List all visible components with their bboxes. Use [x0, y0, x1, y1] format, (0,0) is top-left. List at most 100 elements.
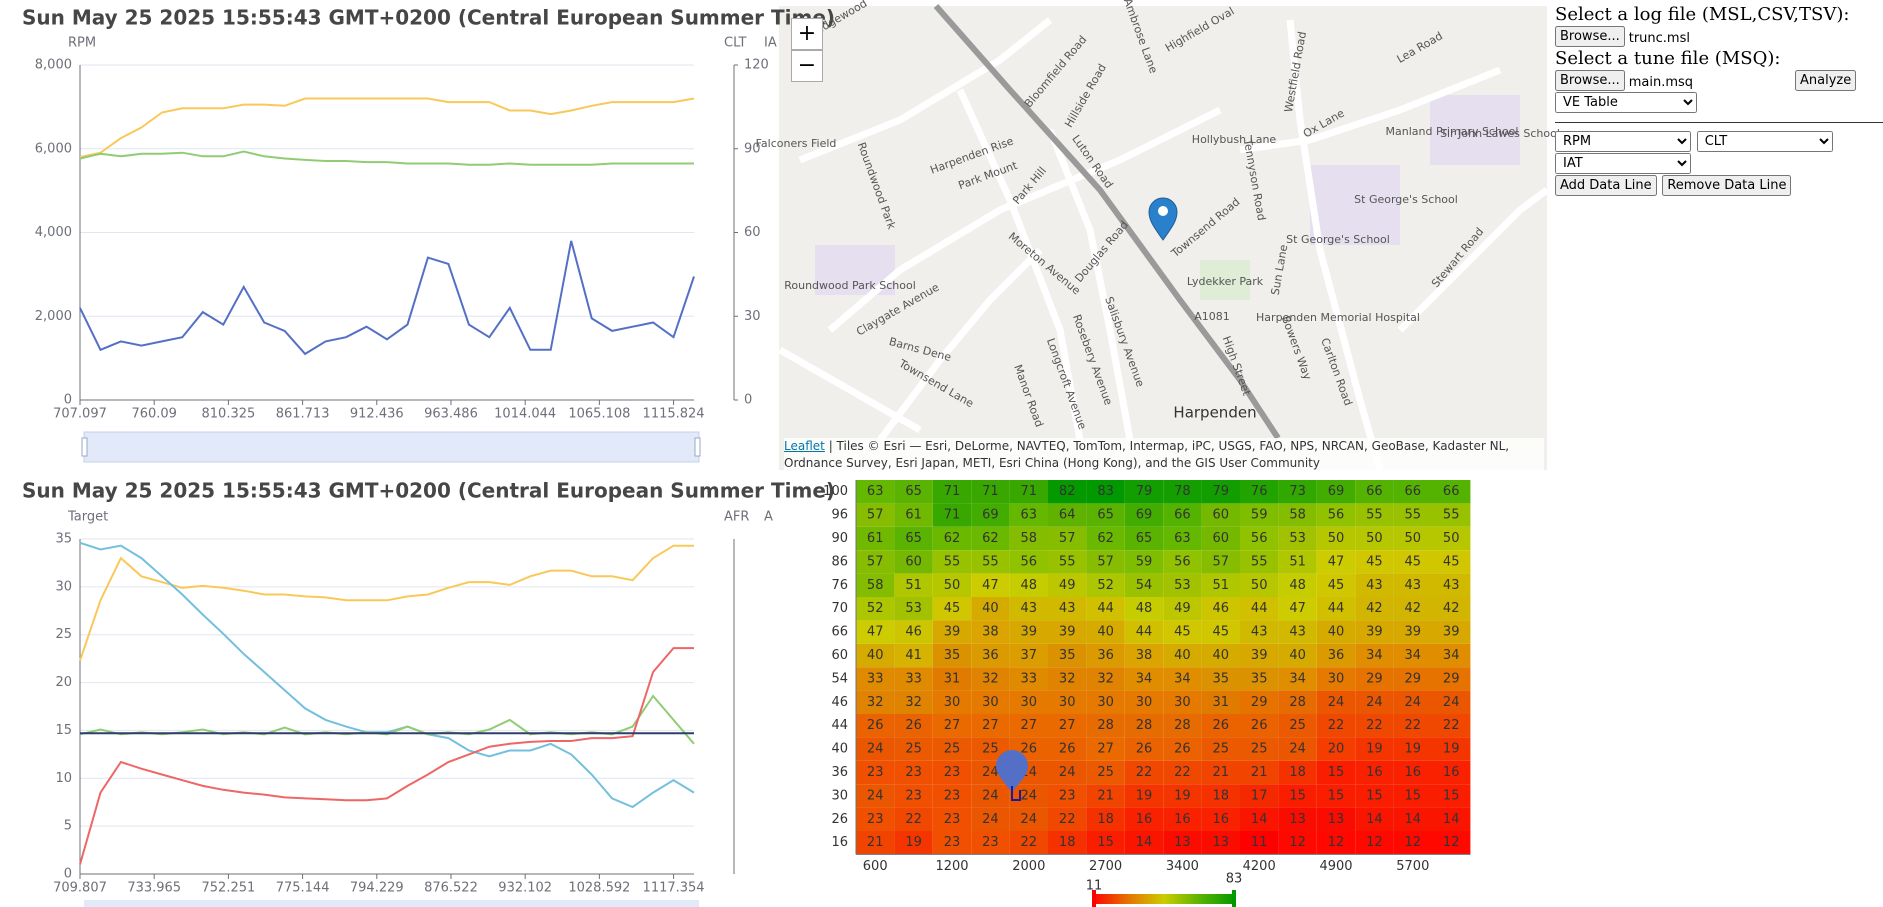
- heat-cell: [1240, 831, 1279, 855]
- heat-cell: [1278, 526, 1317, 551]
- heat-cell: [1163, 550, 1202, 574]
- cell-value: 71: [944, 508, 961, 523]
- heat-cell: [1124, 503, 1164, 527]
- heat-cell: [1240, 643, 1279, 668]
- cell-value: 22: [1059, 812, 1076, 827]
- zoom-in[interactable]: +: [791, 18, 823, 50]
- remove-line-button[interactable]: Remove Data Line: [1662, 175, 1792, 196]
- map-marker[interactable]: [1148, 197, 1178, 241]
- heat-cell: [1355, 737, 1394, 761]
- cell-value: 66: [1174, 508, 1191, 523]
- heat-cell: [1355, 690, 1394, 714]
- z-select[interactable]: IAT: [1555, 153, 1691, 174]
- analyze-button[interactable]: Analyze: [1795, 70, 1857, 91]
- heat-cell: [932, 667, 972, 691]
- browse-button[interactable]: Browse...: [1555, 26, 1625, 47]
- heat-cell: [1432, 714, 1471, 738]
- heat-cell: [1086, 643, 1125, 668]
- heat-cell: [1316, 690, 1356, 714]
- cell-value: 23: [905, 765, 922, 780]
- cell-value: 43: [1059, 601, 1076, 616]
- x-select[interactable]: RPM: [1555, 131, 1691, 152]
- cell-value: 24: [1366, 695, 1383, 710]
- heat-cell: [856, 831, 895, 855]
- zoom-handle: [81, 437, 88, 457]
- cell-value: 23: [944, 765, 961, 780]
- cell-value: 32: [1097, 671, 1114, 686]
- cell-value: 39: [1059, 625, 1076, 640]
- heat-cell: [1393, 526, 1432, 551]
- heat-cell: [1278, 784, 1317, 808]
- heat-cell: [1009, 667, 1048, 691]
- cell-value: 24: [1021, 788, 1038, 803]
- cell-value: 41: [905, 648, 922, 663]
- heat-cell: [1163, 597, 1202, 621]
- cell-value: 15: [1289, 788, 1306, 803]
- browse-button[interactable]: Browse...: [1555, 70, 1625, 91]
- heat-cell: [1316, 526, 1356, 551]
- heat-cell: [1432, 573, 1471, 597]
- heat-cell: [971, 807, 1010, 831]
- cell-value: 24: [1405, 695, 1422, 710]
- heat-cell: [1048, 480, 1087, 504]
- zoom-out[interactable]: −: [791, 50, 823, 82]
- heat-cell: [1355, 807, 1394, 831]
- heat-cell: [1240, 784, 1279, 808]
- row-label: 96: [831, 508, 848, 523]
- table-select[interactable]: VE Table: [1555, 92, 1697, 113]
- cell-value: 22: [1174, 765, 1191, 780]
- series-line: [79, 544, 694, 661]
- heat-cell: [1240, 807, 1279, 831]
- heat-cell: [1355, 831, 1394, 855]
- heat-cell: [971, 737, 1010, 761]
- cell-value: 58: [1021, 531, 1038, 546]
- road: [1286, 19, 1384, 471]
- add-line-button[interactable]: Add Data Line: [1555, 175, 1657, 196]
- cell-value: 62: [1097, 531, 1114, 546]
- heat-cell: [971, 643, 1010, 668]
- cell-value: 28: [1136, 718, 1153, 733]
- cell-value: 47: [1328, 554, 1345, 569]
- heat-cell: [1086, 550, 1125, 574]
- cell-value: 45: [1405, 554, 1422, 569]
- cell-value: 53: [905, 601, 922, 616]
- road: [778, 346, 922, 434]
- controls: Select a log file (MSL,CSV,TSV): Browse.…: [1555, 4, 1883, 197]
- heat-cell: [1355, 620, 1394, 644]
- cell-value: 35: [1251, 671, 1268, 686]
- heat-cell: [1393, 643, 1432, 668]
- heat-cell: [1316, 760, 1356, 785]
- heat-cell: [932, 550, 972, 574]
- column-label: 4900: [1319, 859, 1352, 874]
- heat-cell: [1124, 597, 1164, 621]
- y-select[interactable]: CLT: [1696, 131, 1833, 152]
- cell-value: 30: [1021, 695, 1038, 710]
- cell-value: 15: [1328, 765, 1345, 780]
- cell-value: 44: [1251, 601, 1268, 616]
- road: [798, 17, 1053, 164]
- map-label: Manland Primary School: [1386, 125, 1519, 138]
- leaflet-link[interactable]: Leaflet: [784, 439, 825, 453]
- heat-cell: [1048, 643, 1087, 668]
- heat-cell: [1124, 526, 1164, 551]
- row-label: 54: [831, 671, 848, 686]
- heat-cell: [894, 807, 933, 831]
- cell-value: 43: [1405, 578, 1422, 593]
- heat-cell: [1393, 573, 1432, 597]
- heat-cell: [1278, 480, 1317, 504]
- heat-cell: [1393, 807, 1432, 831]
- heat-cell: [1316, 807, 1356, 831]
- heat-cell: [1278, 690, 1317, 714]
- x-tick-label: 775.144: [276, 881, 330, 896]
- heat-cell: [1432, 667, 1471, 691]
- heat-cell: [1086, 480, 1125, 504]
- heat-cell: [1009, 503, 1048, 527]
- y-axis-name: Target: [67, 510, 108, 525]
- cell-value: 22: [1328, 718, 1345, 733]
- x-tick-label: 707.097: [53, 407, 107, 422]
- cell-value: 53: [1289, 531, 1306, 546]
- heat-cell: [971, 714, 1010, 738]
- cell-value: 69: [1328, 484, 1345, 499]
- x-tick-label: 912.436: [350, 407, 404, 422]
